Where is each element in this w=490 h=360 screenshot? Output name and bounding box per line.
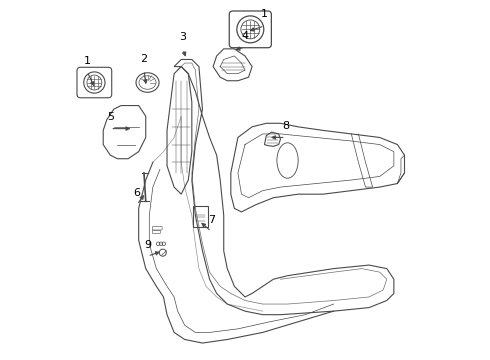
Text: 1: 1 bbox=[261, 9, 268, 19]
Text: 1: 1 bbox=[84, 55, 91, 66]
Text: 6: 6 bbox=[133, 188, 141, 198]
Text: 7: 7 bbox=[208, 215, 215, 225]
Text: 3: 3 bbox=[179, 32, 187, 42]
Text: 2: 2 bbox=[141, 54, 147, 64]
Text: 5: 5 bbox=[107, 112, 114, 122]
Text: 9: 9 bbox=[144, 240, 151, 250]
Text: 8: 8 bbox=[282, 121, 289, 131]
Text: 4: 4 bbox=[242, 31, 248, 41]
